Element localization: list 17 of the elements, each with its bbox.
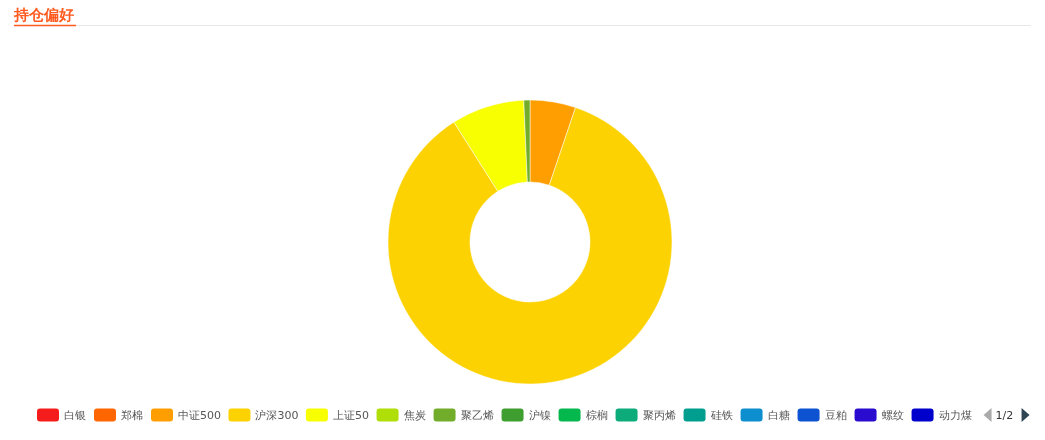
- legend-label: 沪深300: [255, 409, 299, 422]
- legend-label: 白糖: [767, 409, 790, 422]
- legend-label: 中证500: [178, 409, 221, 422]
- legend-label: 聚丙烯: [642, 409, 676, 422]
- legend-label: 沪镍: [528, 409, 551, 422]
- legend-label: 聚乙烯: [460, 409, 494, 422]
- chart-title: 持仓偏好: [13, 6, 74, 24]
- legend-label: 棕榈: [585, 409, 608, 422]
- legend-label: 豆粕: [824, 409, 847, 422]
- legend-label: 上证50: [332, 409, 369, 422]
- text: 1/2: [995, 409, 1014, 422]
- legend-label: 螺纹: [881, 409, 904, 422]
- legend-label: 焦炭: [403, 409, 426, 422]
- legend-label: 郑棉: [121, 409, 143, 422]
- legend-label: 动力煤: [938, 409, 972, 422]
- legend-label: 硅铁: [709, 409, 733, 422]
- legend-label: 白银: [64, 409, 86, 422]
